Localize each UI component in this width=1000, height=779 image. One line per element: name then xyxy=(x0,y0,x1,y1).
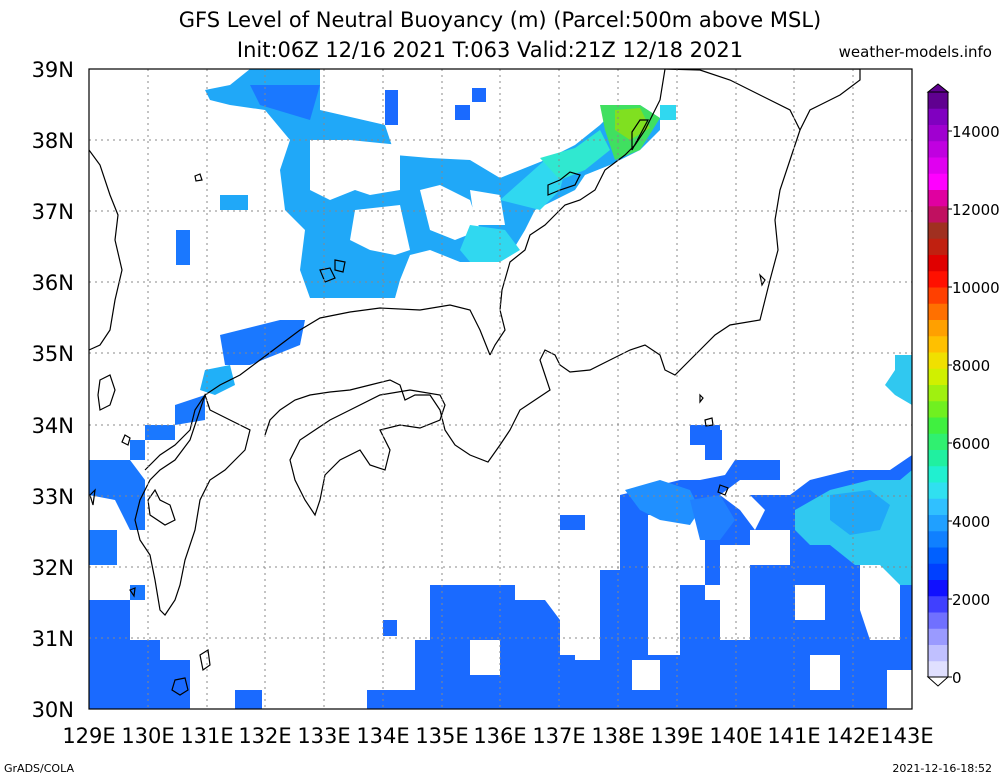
colorbar-label: 4000 xyxy=(952,513,990,531)
colorbar-swatch xyxy=(928,498,948,515)
colorbar-swatch xyxy=(928,368,948,385)
lon-label: 141E xyxy=(767,724,820,748)
lon-labels: 129E 130E 131E 132E 133E 134E 135E 136E … xyxy=(62,724,933,748)
lon-label: 131E xyxy=(180,724,233,748)
colorbar-swatch xyxy=(928,270,948,288)
colorbar-swatch xyxy=(928,482,948,499)
lat-label: 30N xyxy=(32,698,74,722)
lat-label: 32N xyxy=(32,556,74,580)
colorbar-swatch xyxy=(928,92,948,109)
chart-title-line1: GFS Level of Neutral Buoyancy (m) (Parce… xyxy=(178,8,822,32)
lat-label: 39N xyxy=(32,58,74,82)
colorbar-labels: 14000 12000 10000 8000 6000 4000 2000 0 xyxy=(952,123,1000,687)
lat-label: 34N xyxy=(32,414,74,438)
lon-label: 139E xyxy=(650,724,703,748)
colorbar-swatch xyxy=(928,563,948,580)
colorbar-swatch xyxy=(928,628,948,645)
colorbar-label: 2000 xyxy=(952,591,990,609)
colorbar xyxy=(927,91,952,678)
lat-label: 31N xyxy=(32,627,74,651)
lon-label: 134E xyxy=(356,724,409,748)
colorbar-swatch xyxy=(928,303,948,320)
lon-label: 142E xyxy=(826,724,879,748)
colorbar-swatch xyxy=(928,514,948,532)
lon-label: 136E xyxy=(473,724,526,748)
footer-credit: GrADS/COLA xyxy=(4,762,74,775)
colorbar-swatch xyxy=(928,222,948,239)
lon-label: 143E xyxy=(880,724,933,748)
map-grid xyxy=(89,69,912,709)
colorbar-swatch xyxy=(928,254,948,272)
colorbar-swatch xyxy=(928,238,948,255)
lon-label: 135E xyxy=(415,724,468,748)
colorbar-label: 10000 xyxy=(952,279,1000,297)
colorbar-label: 0 xyxy=(952,669,962,687)
site-label: weather-models.info xyxy=(838,43,992,61)
colorbar-top-arrow xyxy=(926,83,950,93)
colorbar-swatch xyxy=(928,530,948,548)
buoyancy-field xyxy=(89,69,912,709)
colorbar-swatch xyxy=(928,108,948,125)
colorbar-swatch xyxy=(928,465,948,483)
map-frame xyxy=(88,68,913,710)
colorbar-swatch xyxy=(928,644,948,662)
colorbar-swatch xyxy=(928,547,948,564)
colorbar-swatch xyxy=(928,400,948,418)
lat-label: 36N xyxy=(32,271,74,295)
colorbar-label: 12000 xyxy=(952,201,1000,219)
lat-label: 37N xyxy=(32,200,74,224)
colorbar-swatch xyxy=(928,140,948,158)
colorbar-swatch xyxy=(928,449,948,467)
lon-label: 138E xyxy=(591,724,644,748)
lon-label: 133E xyxy=(297,724,350,748)
lon-label: 130E xyxy=(121,724,174,748)
lat-label: 33N xyxy=(32,485,74,509)
lon-label: 137E xyxy=(532,724,585,748)
colorbar-swatch xyxy=(928,124,948,142)
colorbar-swatch xyxy=(928,417,948,434)
colorbar-swatch xyxy=(928,189,948,207)
colorbar-swatch xyxy=(928,205,948,223)
colorbar-swatch xyxy=(928,352,948,369)
footer-timestamp: 2021-12-16-18:52 xyxy=(892,762,992,775)
colorbar-bottom-arrow xyxy=(926,676,950,687)
colorbar-swatch xyxy=(928,335,948,353)
lat-labels: 39N 38N 37N 36N 35N 34N 33N 32N 31N 30N xyxy=(32,58,74,722)
lat-label: 38N xyxy=(32,129,74,153)
lon-label: 132E xyxy=(238,724,291,748)
colorbar-swatch xyxy=(928,595,948,613)
colorbar-swatch xyxy=(928,612,948,629)
colorbar-swatch xyxy=(928,433,948,450)
colorbar-swatch xyxy=(928,157,948,174)
lon-label: 140E xyxy=(709,724,762,748)
lat-label: 35N xyxy=(32,342,74,366)
colorbar-swatch xyxy=(928,579,948,597)
colorbar-swatch xyxy=(928,319,948,337)
chart-title-line2: Init:06Z 12/16 2021 T:063 Valid:21Z 12/1… xyxy=(236,38,744,62)
colorbar-swatch xyxy=(928,660,948,678)
colorbar-label: 14000 xyxy=(952,123,1000,141)
colorbar-label: 8000 xyxy=(952,357,990,375)
colorbar-swatch xyxy=(928,173,948,190)
colorbar-swatch xyxy=(928,384,948,402)
colorbar-swatch xyxy=(928,287,948,304)
colorbar-label: 6000 xyxy=(952,435,990,453)
lon-label: 129E xyxy=(62,724,115,748)
